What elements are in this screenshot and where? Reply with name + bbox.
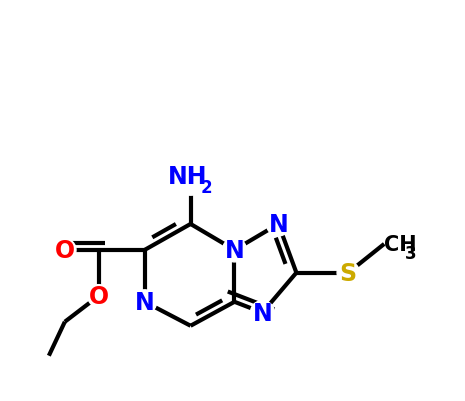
Circle shape <box>53 239 76 261</box>
Text: N: N <box>225 238 245 262</box>
Circle shape <box>87 285 110 307</box>
Circle shape <box>251 301 274 325</box>
Text: 2: 2 <box>201 179 213 197</box>
Text: O: O <box>55 238 75 262</box>
Text: N: N <box>252 301 272 325</box>
Text: S: S <box>340 261 357 285</box>
Text: N: N <box>135 290 154 314</box>
Circle shape <box>133 290 157 314</box>
Text: NH: NH <box>168 165 207 188</box>
Text: N: N <box>268 213 288 236</box>
Text: CH: CH <box>384 234 417 254</box>
Text: O: O <box>89 284 109 308</box>
Circle shape <box>172 158 210 196</box>
Circle shape <box>337 262 359 284</box>
Circle shape <box>223 238 246 262</box>
Circle shape <box>266 213 290 236</box>
Text: 3: 3 <box>405 244 417 262</box>
